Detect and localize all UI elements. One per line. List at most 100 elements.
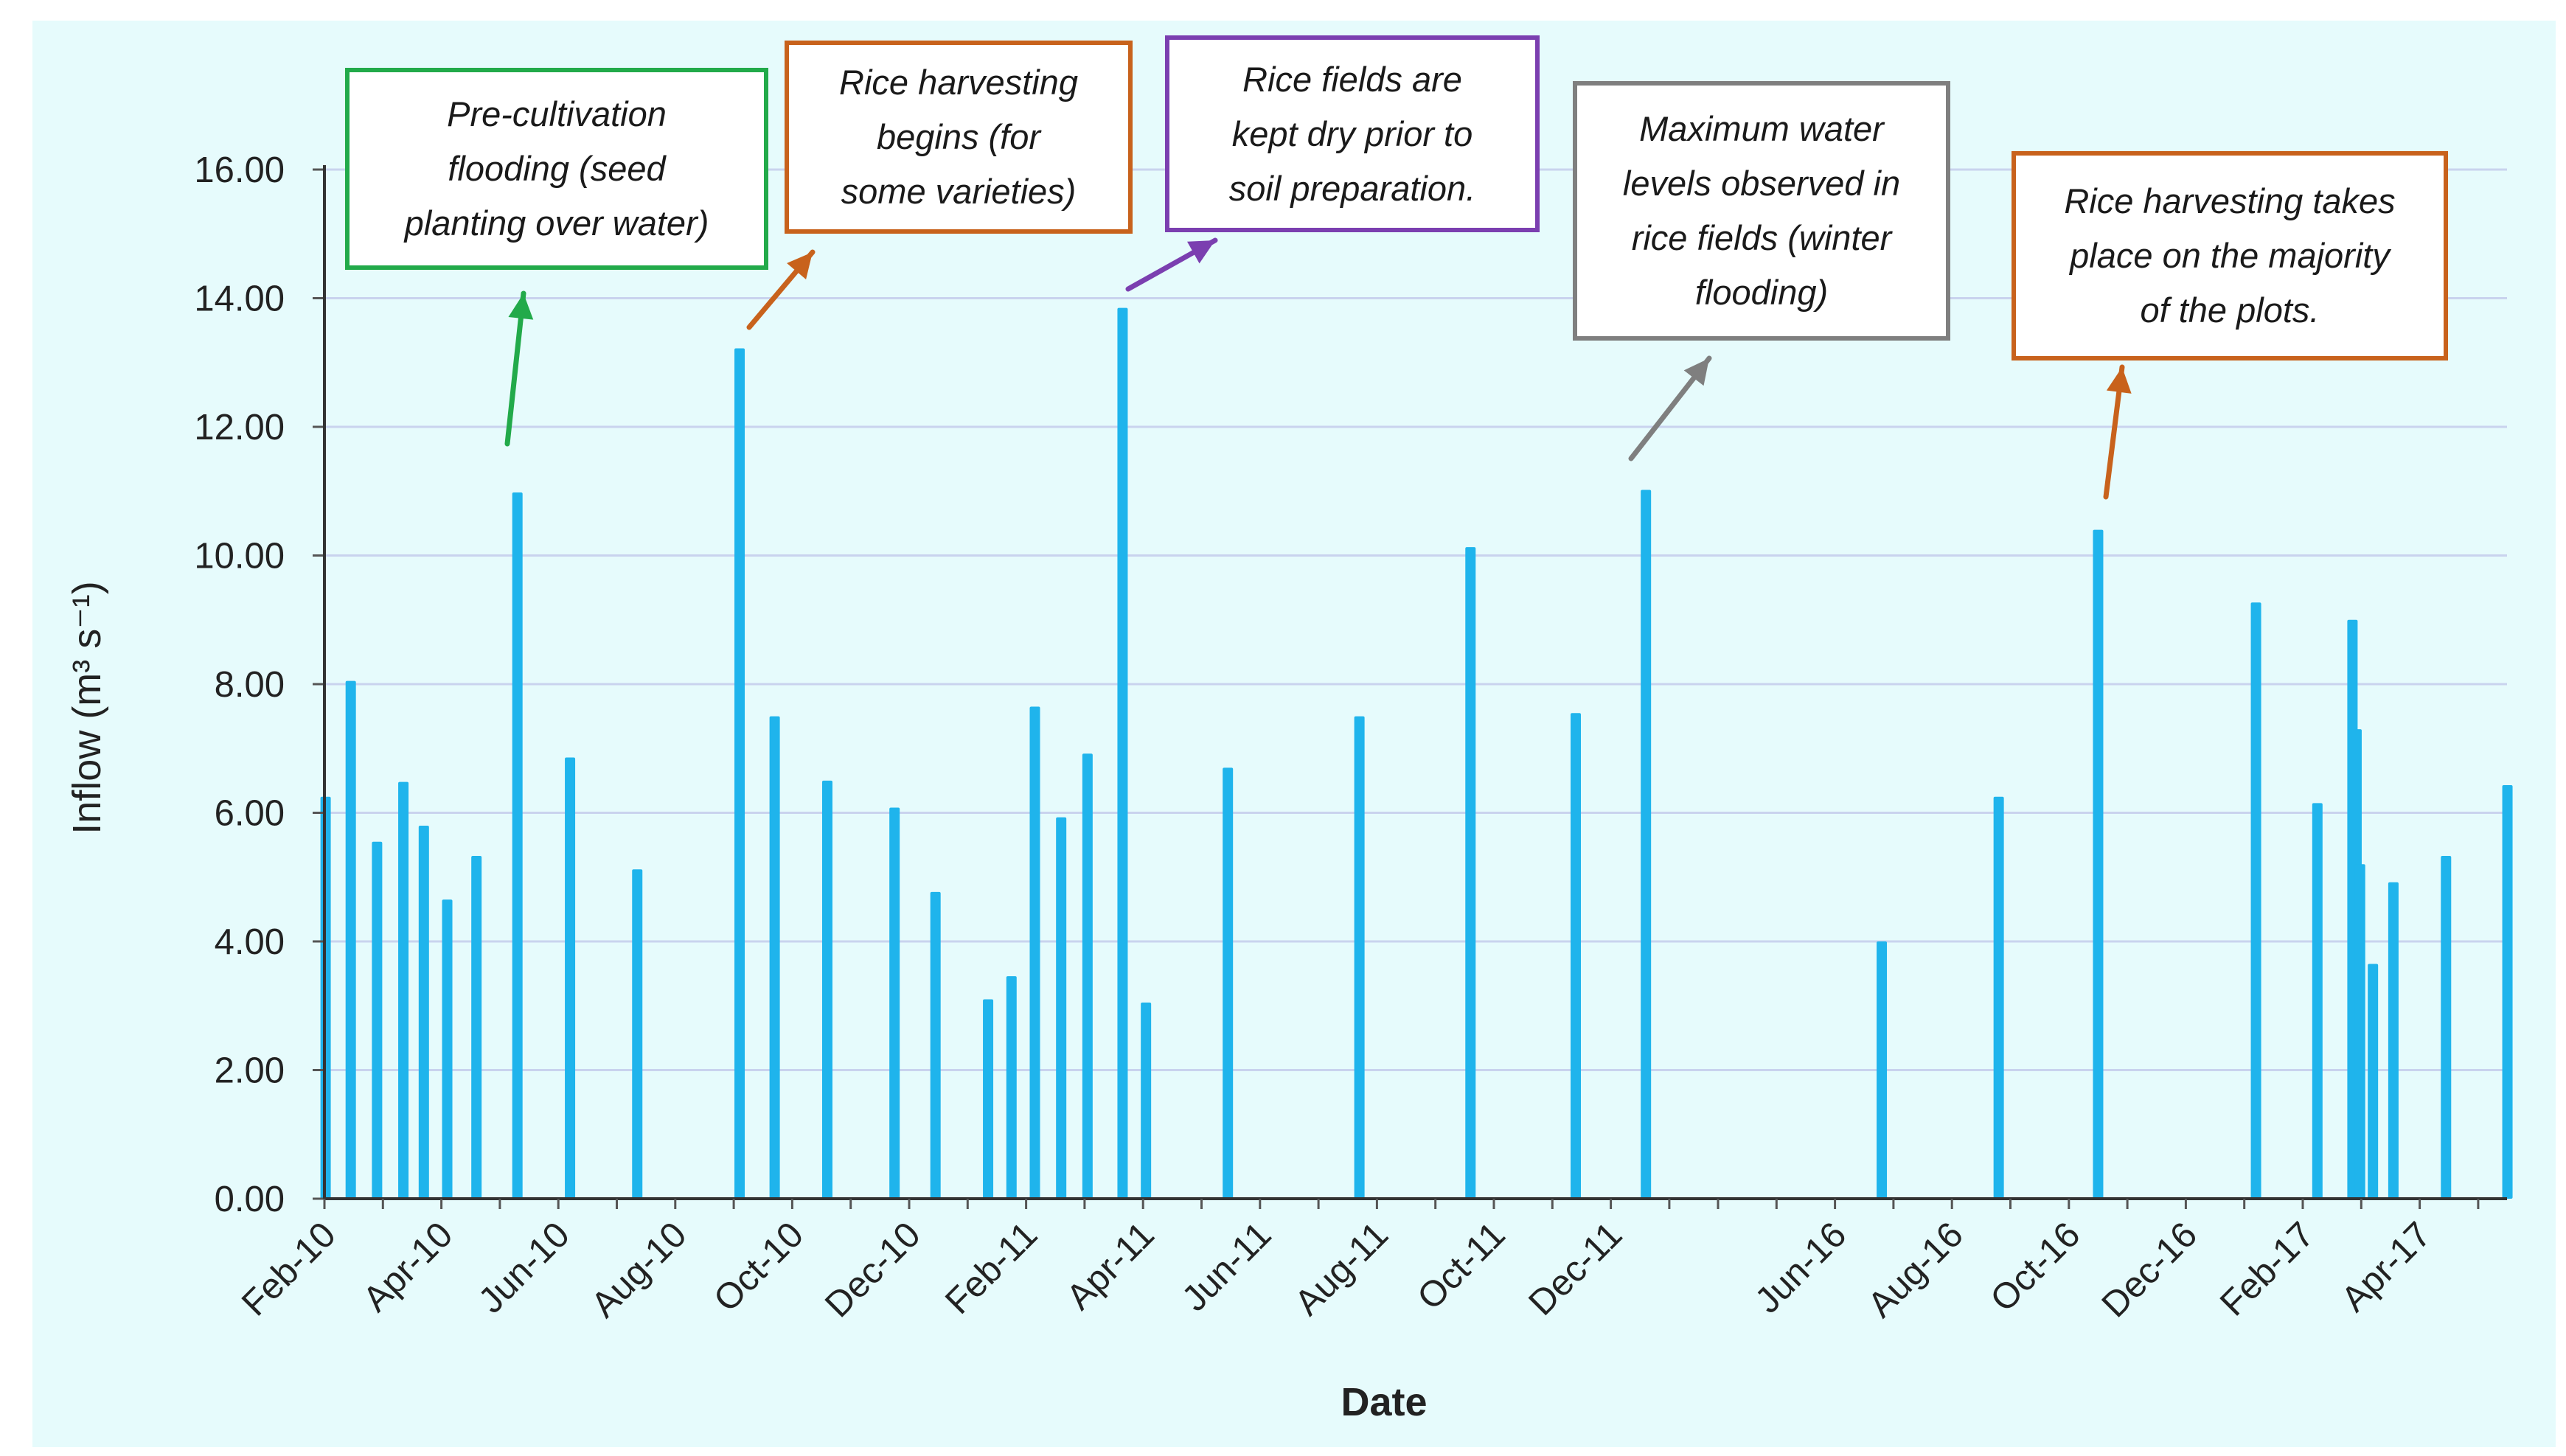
x-tick-label: Aug-10 — [584, 1215, 695, 1326]
annotation-line: Rice fields are — [1242, 59, 1462, 99]
x-tick-label: Aug-16 — [1860, 1215, 1971, 1326]
inflow-bar — [1641, 490, 1652, 1199]
x-tick-label: Feb-10 — [234, 1215, 344, 1324]
inflow-bar — [1465, 547, 1476, 1199]
y-tick-label: 2.00 — [215, 1051, 285, 1091]
inflow-bar — [889, 807, 900, 1199]
y-tick-label: 6.00 — [215, 794, 285, 834]
annotation-line: begins (for — [876, 117, 1041, 156]
annotation-line: Rice harvesting takes — [2064, 181, 2396, 220]
x-tick-label: Dec-16 — [2094, 1215, 2205, 1326]
annotation-line: planting over water) — [404, 203, 709, 243]
annotation-line: place on the majority — [2070, 236, 2390, 275]
annotation-arrowhead — [508, 293, 534, 320]
inflow-bar — [565, 757, 576, 1199]
annotation-line: flooding) — [1694, 273, 1829, 312]
x-tick-label: Oct-11 — [1410, 1215, 1513, 1318]
annotation-line: flooding (seed — [448, 149, 666, 188]
inflow-bar — [1056, 817, 1067, 1199]
annotation-arrow — [504, 290, 526, 447]
annotation-line: kept dry prior to — [1231, 114, 1473, 153]
annotation-line: Maximum water — [1639, 109, 1884, 148]
inflow-bar — [2354, 864, 2365, 1199]
annotation-text: Pre-cultivation flooding (seed planting … — [405, 87, 709, 251]
inflow-bar — [1571, 713, 1582, 1199]
annotation-arrowhead — [787, 252, 813, 279]
inflow-bar — [418, 825, 429, 1199]
inflow-bar — [1877, 941, 1888, 1199]
inflow-bar — [442, 899, 453, 1199]
annotation-arrowhead — [2106, 367, 2132, 394]
inflow-bar — [930, 891, 941, 1199]
annotation-fields-dry: Rice fields are kept dry prior to soil p… — [1165, 35, 1540, 232]
inflow-bar — [372, 841, 383, 1199]
annotation-rice-harvest-begins: Rice harvesting begins (for some varieti… — [785, 41, 1133, 234]
inflow-bar — [2441, 855, 2452, 1199]
y-tick-label: 16.00 — [194, 150, 285, 190]
inflow-bar — [1006, 976, 1017, 1199]
annotation-text: Rice harvesting takes place on the major… — [2064, 174, 2395, 338]
inflow-bar — [632, 869, 643, 1199]
x-tick-label: Jun-11 — [1175, 1215, 1279, 1320]
inflow-bar — [2502, 784, 2513, 1199]
annotation-line: levels observed in — [1622, 164, 1901, 203]
inflow-bar — [2093, 529, 2104, 1199]
x-tick-label: Feb-11 — [938, 1215, 1045, 1322]
inflow-bar — [2388, 882, 2399, 1199]
inflow-bar — [1029, 706, 1040, 1199]
inflow-bar — [769, 716, 780, 1199]
y-tick-label: 8.00 — [215, 665, 285, 705]
inflow-bar — [1117, 307, 1128, 1199]
annotation-max-water: Maximum water levels observed in rice fi… — [1573, 81, 1950, 341]
inflow-bar — [2368, 964, 2379, 1199]
annotation-arrows — [504, 237, 2132, 500]
inflow-bar — [2312, 803, 2323, 1199]
inflow-bar — [983, 999, 994, 1199]
inflow-bar — [345, 680, 356, 1199]
inflow-bar — [1354, 716, 1365, 1199]
y-tick-label: 10.00 — [194, 537, 285, 577]
y-axis-label: Inflow (m³ s⁻¹) — [65, 581, 109, 835]
annotation-line: some varieties) — [841, 172, 1077, 211]
annotation-line: Pre-cultivation — [447, 94, 667, 133]
x-axis-label: Date — [1341, 1380, 1427, 1424]
x-tick-label: Dec-10 — [818, 1215, 928, 1326]
inflow-bar — [1993, 796, 2004, 1199]
inflow-bar — [512, 492, 523, 1199]
annotation-arrowhead — [1187, 240, 1215, 264]
annotation-arrowhead — [1683, 358, 1709, 386]
inflow-bar — [398, 781, 409, 1199]
x-tick-label: Feb-17 — [2213, 1215, 2322, 1324]
x-tick-label: Apr-11 — [1059, 1215, 1162, 1318]
annotation-text: Rice harvesting begins (for some varieti… — [839, 55, 1078, 219]
bars — [320, 307, 2513, 1199]
x-tick-label: Apr-17 — [2334, 1215, 2438, 1320]
x-tick-label: Apr-10 — [355, 1215, 460, 1320]
annotation-text: Rice fields are kept dry prior to soil p… — [1229, 52, 1475, 216]
x-tick-label: Oct-10 — [706, 1215, 811, 1320]
inflow-bar — [471, 855, 482, 1199]
annotation-text: Maximum water levels observed in rice fi… — [1623, 102, 1900, 320]
annotation-line: soil preparation. — [1228, 168, 1476, 208]
x-tick-label: Aug-11 — [1287, 1215, 1396, 1323]
x-tick-label: Oct-16 — [1983, 1215, 2087, 1320]
annotation-pre-cultivation: Pre-cultivation flooding (seed planting … — [345, 68, 768, 270]
inflow-bar — [1223, 767, 1234, 1199]
annotation-line: Rice harvesting — [839, 63, 1078, 102]
inflow-bar — [2250, 602, 2261, 1199]
x-tick-label: Jun-10 — [471, 1215, 577, 1321]
y-tick-label: 12.00 — [194, 408, 285, 447]
y-tick-label: 0.00 — [215, 1180, 285, 1219]
annotation-harvest-majority: Rice harvesting takes place on the major… — [2012, 151, 2448, 360]
inflow-bar — [821, 780, 832, 1199]
inflow-bar — [734, 348, 745, 1199]
y-tick-label: 14.00 — [194, 279, 285, 319]
x-tick-label: Jun-16 — [1748, 1215, 1854, 1321]
inflow-bar — [1082, 753, 1093, 1199]
annotation-line: rice fields (winter — [1631, 218, 1892, 257]
x-tick-label: Dec-11 — [1521, 1215, 1630, 1323]
y-tick-label: 4.00 — [215, 922, 285, 962]
inflow-bar — [1141, 1002, 1152, 1199]
annotation-line: of the plots. — [2140, 290, 2320, 330]
